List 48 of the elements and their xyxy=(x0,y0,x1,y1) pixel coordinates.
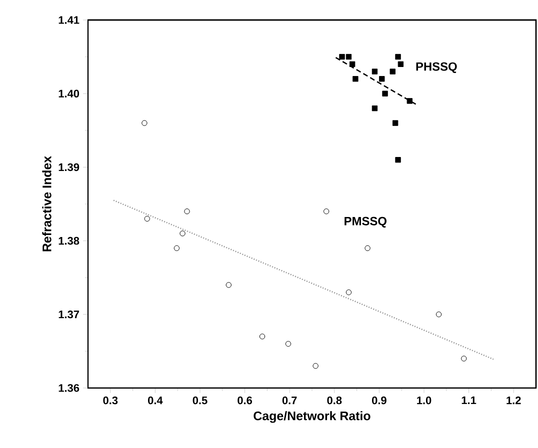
point xyxy=(144,216,150,222)
x-tick-label: 0.3 xyxy=(103,396,118,404)
point xyxy=(379,76,385,82)
point xyxy=(142,120,148,126)
x-tick-label: 0.6 xyxy=(238,396,252,404)
point xyxy=(398,61,404,67)
y-tick-label: 1.37 xyxy=(58,310,80,318)
x-tick-label: 1.0 xyxy=(417,396,432,404)
point xyxy=(392,120,398,126)
point xyxy=(382,90,388,96)
y-tick-label: 1.40 xyxy=(58,90,80,98)
y-tick-label: 1.39 xyxy=(58,163,80,172)
point xyxy=(372,68,378,74)
point xyxy=(352,76,358,82)
x-tick-label: 0.8 xyxy=(327,396,342,404)
y-tick-label: 1.38 xyxy=(58,236,80,245)
series-label: PHSSQ xyxy=(416,62,457,74)
point xyxy=(390,68,396,74)
y-axis-title: Refractive Index xyxy=(42,156,52,252)
point xyxy=(226,282,232,288)
point xyxy=(312,363,318,369)
point xyxy=(323,208,330,214)
x-axis-title: Cage/Network Ratio xyxy=(254,411,370,423)
point xyxy=(395,157,401,163)
x-tick-label: 1.2 xyxy=(506,396,521,404)
x-tick-label: 0.7 xyxy=(282,396,297,404)
point xyxy=(259,334,266,340)
x-tick-label: 0.4 xyxy=(148,396,163,404)
y-tick-label: 1.36 xyxy=(58,384,80,392)
point xyxy=(406,98,413,104)
point xyxy=(285,341,292,347)
point xyxy=(349,61,356,67)
point xyxy=(461,356,467,362)
point xyxy=(436,312,442,318)
point xyxy=(184,208,190,214)
point xyxy=(372,105,378,112)
point xyxy=(174,245,180,251)
series-label: PMSSQ xyxy=(344,216,386,228)
point xyxy=(339,54,345,60)
x-tick-label: 0.5 xyxy=(192,396,208,404)
point xyxy=(364,245,370,251)
point xyxy=(395,54,401,60)
point xyxy=(346,54,352,60)
point xyxy=(346,289,352,296)
x-tick-label: 1.1 xyxy=(462,396,476,404)
x-tick-label: 0.9 xyxy=(372,396,386,404)
y-tick-label: 1.41 xyxy=(58,16,80,24)
point xyxy=(180,230,186,236)
